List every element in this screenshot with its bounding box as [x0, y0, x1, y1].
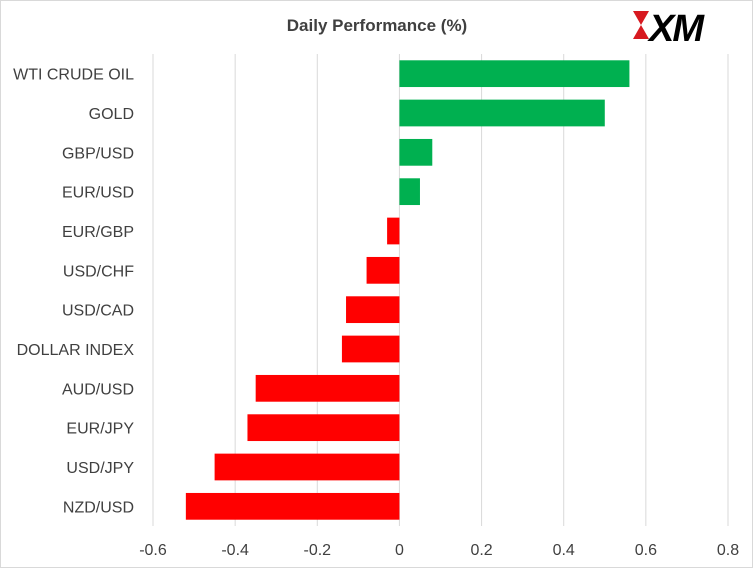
bar — [346, 296, 400, 324]
chart-title: Daily Performance (%) — [287, 16, 467, 35]
logo-text: XM — [647, 8, 705, 50]
bar — [399, 60, 630, 88]
category-label: EUR/USD — [62, 185, 134, 202]
bar — [214, 453, 400, 481]
category-label: NZD/USD — [63, 499, 134, 516]
x-tick-label: 0.8 — [717, 542, 739, 559]
x-tick-label: 0.6 — [635, 542, 657, 559]
category-label: EUR/JPY — [66, 421, 134, 438]
category-label: USD/CAD — [62, 303, 134, 320]
bar — [399, 178, 420, 206]
logo-mark-icon — [633, 11, 649, 39]
bars — [185, 60, 630, 520]
category-label: AUD/USD — [62, 381, 134, 398]
x-tick-labels: -0.6 -0.4 -0.2 0 0.2 0.4 0.6 0.8 — [139, 542, 739, 559]
bar — [387, 217, 400, 245]
category-label: USD/JPY — [66, 460, 134, 477]
category-label: GOLD — [89, 106, 134, 123]
bar — [366, 256, 400, 284]
bar — [341, 335, 400, 363]
x-tick-label: -0.6 — [139, 542, 167, 559]
category-label: WTI CRUDE OIL — [13, 67, 134, 84]
x-tick-label: -0.4 — [221, 542, 249, 559]
category-label: EUR/GBP — [62, 224, 134, 241]
category-label: GBP/USD — [62, 145, 134, 162]
bar — [399, 138, 433, 166]
bar — [255, 374, 400, 402]
category-labels: WTI CRUDE OIL GOLD GBP/USD EUR/USD EUR/GBP US… — [13, 67, 134, 517]
gridlines — [152, 54, 729, 526]
bar — [399, 99, 605, 127]
category-label: DOLLAR INDEX — [17, 342, 135, 359]
x-tick-label: 0.2 — [470, 542, 492, 559]
x-tick-label: -0.2 — [303, 542, 331, 559]
category-label: USD/CHF — [63, 263, 134, 280]
xm-logo: XM — [633, 8, 707, 50]
x-tick-label: 0.4 — [553, 542, 575, 559]
bar — [247, 414, 400, 442]
x-tick-label: 0 — [395, 542, 404, 559]
bar — [185, 492, 400, 520]
